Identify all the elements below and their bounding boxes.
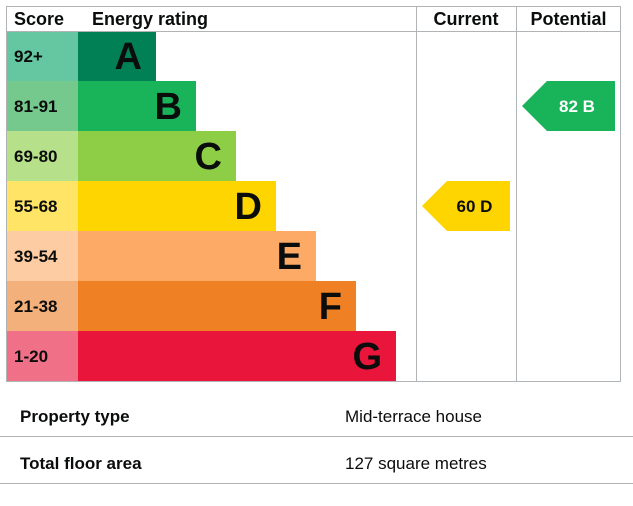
- current-rating-label: 60 D: [457, 197, 493, 216]
- current-arrow: [422, 181, 510, 231]
- rating-letter-c: C: [195, 136, 222, 178]
- score-cell-f: [6, 281, 78, 331]
- potential-arrow: [522, 81, 615, 131]
- score-range-a: 92+: [14, 47, 43, 66]
- rating-bar-f: [78, 281, 356, 331]
- score-cell-g: [6, 331, 78, 381]
- header-energy-rating: Energy rating: [92, 9, 208, 29]
- property-details: Property type Mid-terrace house Total fl…: [0, 390, 633, 484]
- score-cell-a: [6, 31, 78, 81]
- rating-bar-e: [78, 231, 316, 281]
- score-range-g: 1-20: [14, 347, 48, 366]
- rating-bar-a: [78, 31, 156, 81]
- potential-rating-label: 82 B: [559, 97, 595, 116]
- rating-bar-c: [78, 131, 236, 181]
- header-current: Current: [433, 9, 498, 29]
- rating-bar-b: [78, 81, 196, 131]
- score-range-c: 69-80: [14, 147, 57, 166]
- property-type-value: Mid-terrace house: [345, 407, 483, 426]
- rating-letter-e: E: [277, 236, 302, 278]
- total-floor-area-value: 127 square metres: [345, 454, 487, 473]
- score-cell-e: [6, 231, 78, 281]
- rating-letter-g: G: [352, 336, 382, 378]
- rating-letter-f: F: [319, 286, 342, 328]
- header-score: Score: [14, 9, 64, 29]
- score-cell-d: [6, 181, 78, 231]
- energy-rating-chart: Score Energy rating Current Potential 92+ A 81…: [6, 6, 621, 382]
- rating-letter-d: D: [235, 186, 262, 228]
- score-range-e: 39-54: [14, 247, 58, 266]
- score-range-d: 55-68: [14, 197, 57, 216]
- rating-bar-g: [78, 331, 396, 381]
- property-type-label: Property type: [20, 407, 130, 426]
- rating-letter-a: A: [115, 36, 142, 78]
- score-cell-c: [6, 131, 78, 181]
- score-range-b: 81-91: [14, 97, 57, 116]
- score-range-f: 21-38: [14, 297, 57, 316]
- total-floor-area-label: Total floor area: [20, 454, 142, 473]
- score-cell-b: [6, 81, 78, 131]
- rating-letter-b: B: [155, 86, 182, 128]
- rating-bar-d: [78, 181, 276, 231]
- property-type-row: Property type Mid-terrace house: [0, 390, 633, 437]
- total-floor-area-row: Total floor area 127 square metres: [0, 437, 633, 484]
- header-potential: Potential: [530, 9, 606, 29]
